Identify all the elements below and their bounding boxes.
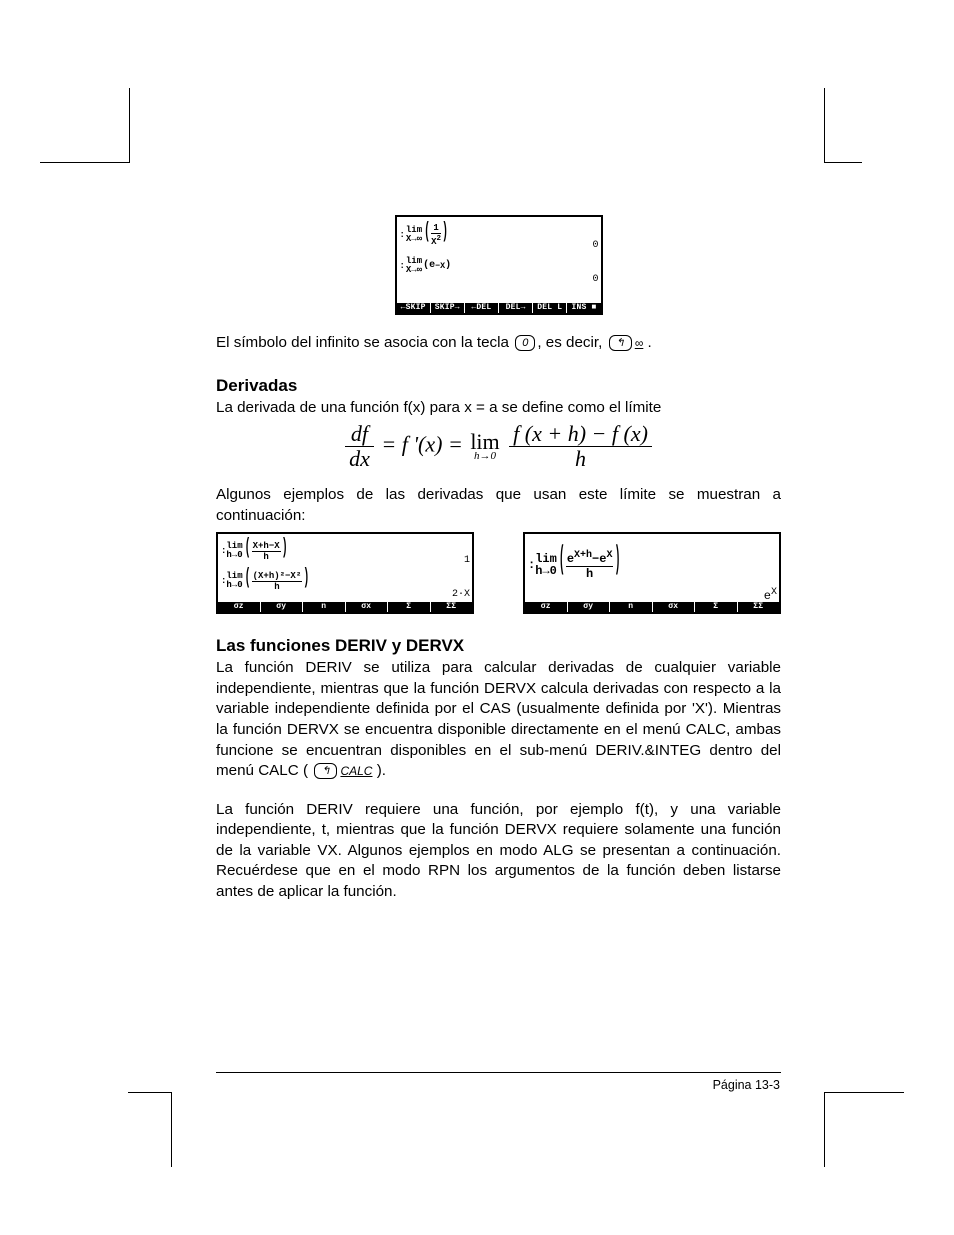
heading-deriv-dervx: Las funciones DERIV y DERVX: [216, 636, 781, 656]
paragraph: La derivada de una función f(x) para x =…: [216, 398, 781, 419]
crop-mark: [128, 1092, 172, 1167]
paragraph: Algunos ejemplos de las derivadas que us…: [216, 485, 781, 526]
paragraph: La función DERIV se utiliza para calcula…: [216, 658, 781, 781]
dual-calc-screenshots: : limh→0 ( X+h−Xh ) 1 : limh→0 ( (X+h)²−…: [216, 532, 781, 614]
paragraph: La función DERIV requiere una función, p…: [216, 800, 781, 903]
frac-den: X2: [431, 234, 441, 247]
key-calc-label: CALC: [340, 764, 372, 778]
page: : limX→∞ ( 1X2 ) 0 : limX→∞ (e−X) 0 ←SKI…: [0, 0, 954, 1235]
calc-menubar: σzσynσxΣΣΣ: [525, 602, 779, 612]
calc-screenshot-deriv-left: : limh→0 ( X+h−Xh ) 1 : limh→0 ( (X+h)²−…: [216, 532, 474, 614]
result-value: 0: [592, 275, 598, 285]
heading-derivadas: Derivadas: [216, 376, 781, 396]
derivative-definition-equation: dfdx = f '(x) = limh→0 f (x + h) − f (x)…: [216, 422, 781, 471]
result-value: 0: [592, 241, 598, 251]
crop-mark: [40, 88, 130, 163]
calc-screenshot-limits: : limX→∞ ( 1X2 ) 0 : limX→∞ (e−X) 0 ←SKI…: [395, 215, 603, 315]
page-number: Página 13-3: [713, 1078, 780, 1092]
key-left-shift: ↰: [609, 335, 632, 351]
crop-mark: [824, 1092, 904, 1167]
key-left-shift: ↰: [314, 763, 337, 779]
frac-num: 1: [431, 223, 441, 234]
lim-sub: X→∞: [406, 235, 422, 244]
footer-rule: [216, 1072, 781, 1073]
key-zero: 0: [515, 335, 535, 351]
calc-screenshot-deriv-right: : limh→0 ( eX+h−eXh ) eX σzσynσxΣΣΣ: [523, 532, 781, 614]
calc-menubar: ←SKIPSKIP→←DELDEL→DEL LINS ■: [397, 303, 601, 313]
calc-menubar: σzσynσxΣΣΣ: [218, 602, 472, 612]
content-column: : limX→∞ ( 1X2 ) 0 : limX→∞ (e−X) 0 ←SKI…: [216, 215, 781, 917]
crop-mark: [824, 88, 862, 163]
paragraph: El símbolo del infinito se asocia con la…: [216, 333, 781, 354]
